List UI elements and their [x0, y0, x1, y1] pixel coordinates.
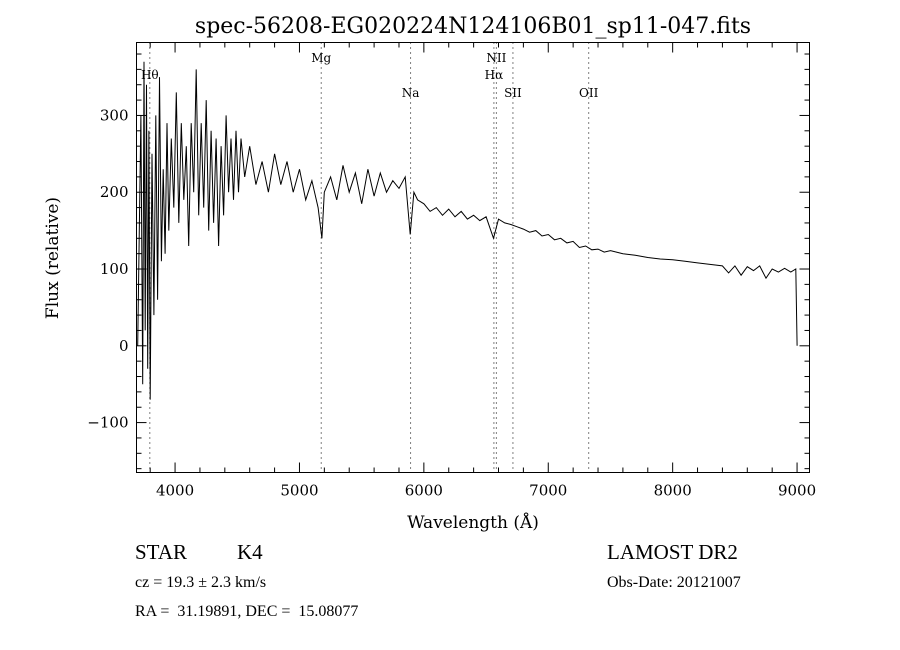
- y-tick-label: 0: [119, 337, 129, 355]
- redshift-velocity: cz = 19.3 ± 2.3 km/s: [135, 574, 267, 591]
- spectral-line-label: OII: [579, 86, 599, 100]
- coordinates: RA = 31.19891, DEC = 15.08077: [135, 603, 359, 620]
- x-tick-label: 9000: [778, 482, 816, 500]
- y-tick-label: −100: [87, 414, 128, 432]
- observation-date: Obs-Date: 20121007: [607, 574, 741, 591]
- x-tick-label: 4000: [156, 482, 194, 500]
- object-subclass: K4: [237, 540, 263, 564]
- y-tick-label: 200: [100, 183, 129, 201]
- plot-frame: [136, 42, 810, 473]
- y-tick-label: 300: [100, 106, 129, 124]
- x-tick-label: 8000: [654, 482, 692, 500]
- y-tick-label: 100: [100, 260, 129, 278]
- y-axis-label: Flux (relative): [43, 197, 63, 319]
- spectral-line-label: Hθ: [141, 68, 159, 82]
- x-axis-label: Wavelength (Å): [407, 512, 539, 533]
- survey-label: LAMOST DR2: [607, 540, 738, 564]
- spectral-line-label: SII: [504, 86, 522, 100]
- spectral-line-label: NII: [486, 51, 506, 65]
- spectral-line-label: Na: [402, 86, 420, 100]
- spectrum-line: [137, 61, 798, 400]
- spectral-line-label: Mg: [311, 51, 331, 65]
- x-tick-label: 5000: [280, 482, 318, 500]
- x-tick-label: 6000: [405, 482, 443, 500]
- chart-title: spec-56208-EG020224N124106B01_sp11-047.f…: [195, 14, 751, 39]
- spectral-line-label: Hα: [485, 68, 504, 82]
- object-class: STAR: [135, 540, 187, 564]
- x-tick-label: 7000: [529, 482, 567, 500]
